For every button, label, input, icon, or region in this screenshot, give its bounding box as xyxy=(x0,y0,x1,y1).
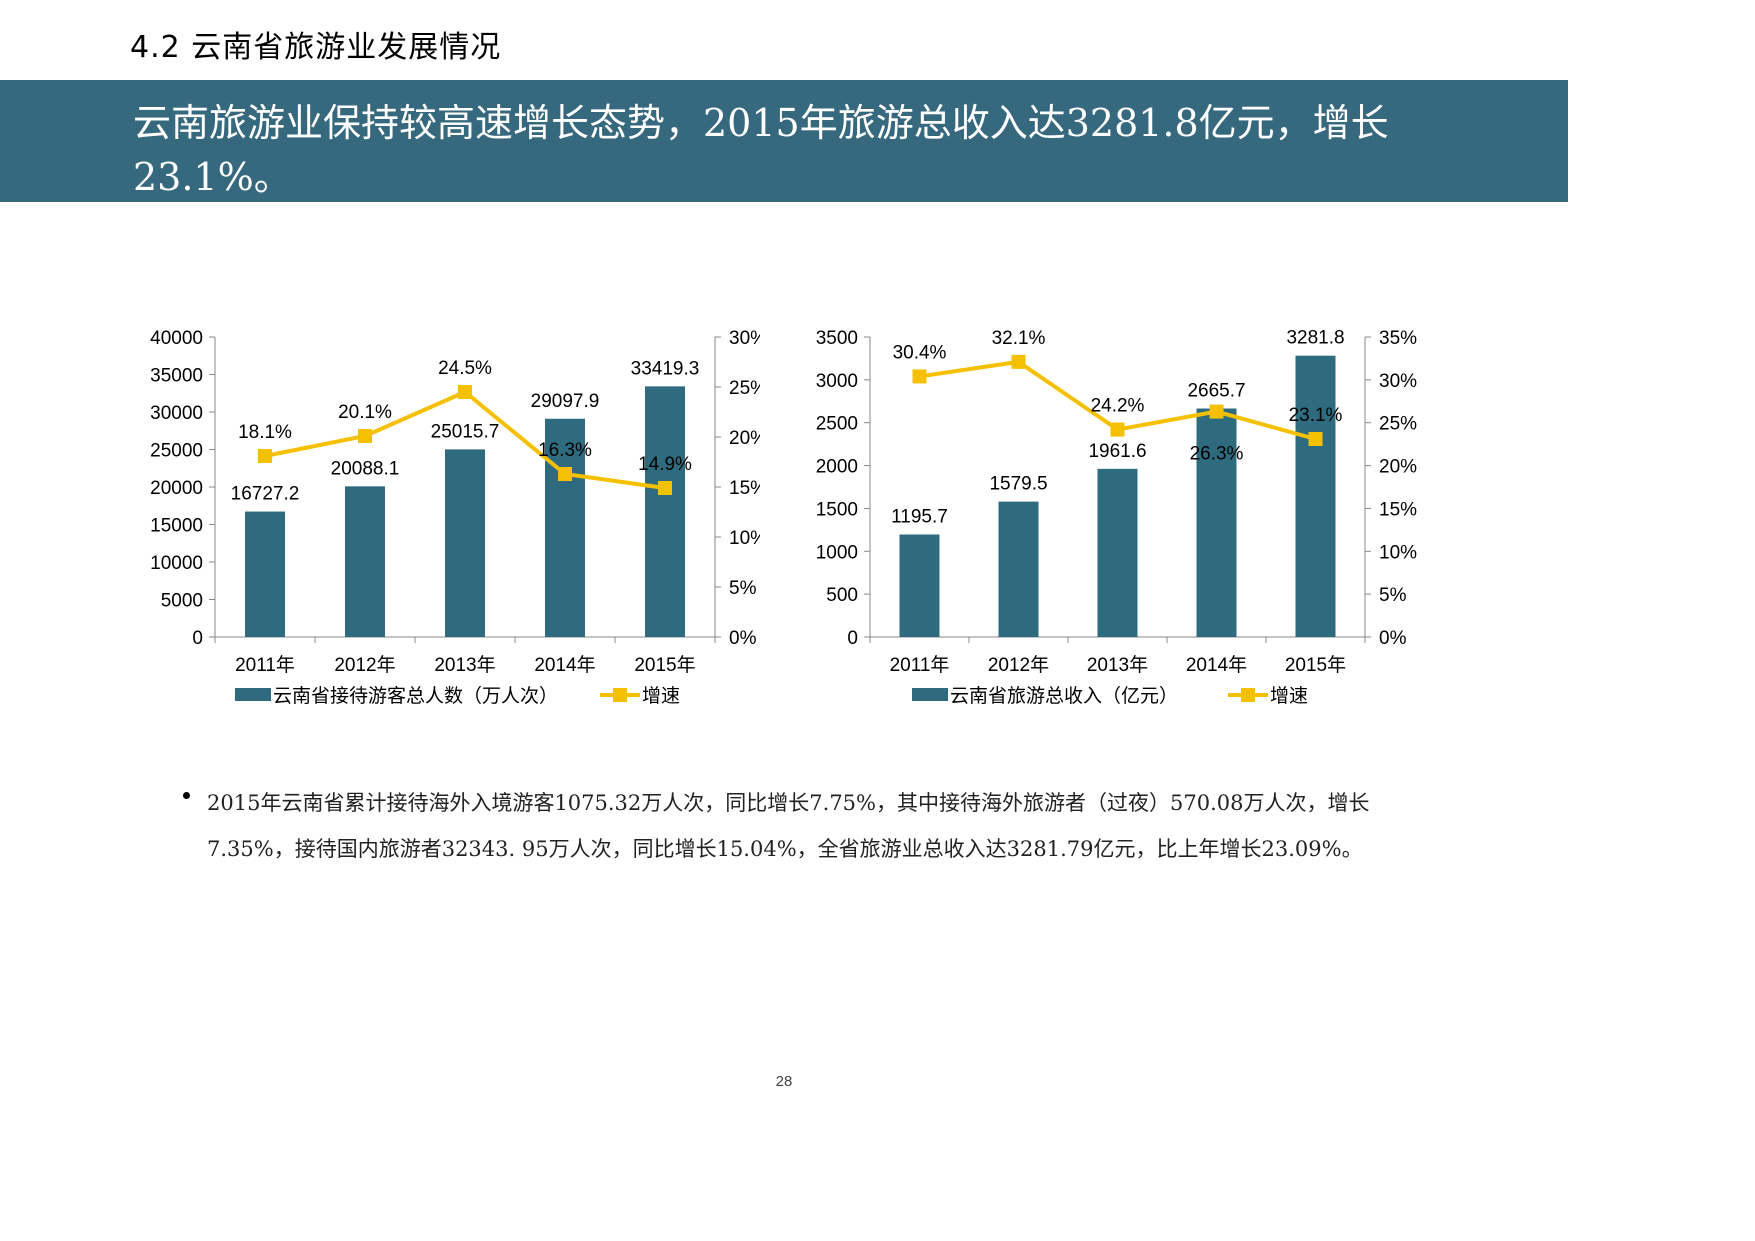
y-tick-label: 500 xyxy=(826,585,858,606)
summary-paragraph: 2015年云南省累计接待海外入境游客1075.32万人次，同比增长7.75%，其… xyxy=(207,791,1370,861)
bar xyxy=(1295,355,1336,637)
line-data-label: 30.4% xyxy=(893,342,947,363)
y2-tick-label: 0% xyxy=(729,628,757,649)
legend-bar-swatch xyxy=(235,688,271,701)
y-tick-label: 2000 xyxy=(816,457,858,478)
bar-data-label: 1961.6 xyxy=(1088,441,1146,462)
y-tick-label: 0 xyxy=(192,628,203,649)
bar-data-label: 1195.7 xyxy=(891,507,948,528)
tourism-revenue-chart: 0 500 1000 1500 2000 2500 3000 3500 0% 5% 10% 15% 20… xyxy=(816,328,1417,707)
y-tick-label: 0 xyxy=(847,628,858,649)
y2-tick-label: 35% xyxy=(1379,328,1417,349)
bar xyxy=(899,534,940,637)
headline-banner xyxy=(0,80,1568,202)
legend-line-marker xyxy=(1241,688,1255,702)
line-data-label: 16.3% xyxy=(538,440,592,461)
line-data-label: 32.1% xyxy=(992,328,1046,349)
growth-rate-point xyxy=(1308,432,1323,446)
y2-tick-label: 25% xyxy=(729,378,760,399)
x-tick-label: 2015年 xyxy=(1285,654,1346,676)
y-tick-label: 1500 xyxy=(816,499,858,520)
growth-rate-point xyxy=(912,369,927,384)
bar-data-label: 16727.2 xyxy=(231,484,300,505)
y2-tick-label: 15% xyxy=(1379,499,1417,520)
y2-tick-label: 5% xyxy=(729,578,757,599)
line-data-label: 20.1% xyxy=(338,402,392,423)
line-data-label: 23.1% xyxy=(1289,405,1343,426)
line-data-label: 26.3% xyxy=(1190,444,1244,465)
x-tick-label: 2015年 xyxy=(634,654,695,676)
bar xyxy=(1196,408,1237,637)
bar xyxy=(998,501,1039,637)
legend-bar-label: 云南省接待游客总人数（万人次） xyxy=(273,685,558,707)
bar-data-label: 20088.1 xyxy=(331,458,400,479)
growth-rate-point xyxy=(458,385,472,399)
x-tick-label: 2013年 xyxy=(1087,654,1148,676)
growth-rate-point xyxy=(658,481,672,495)
y-tick-label: 35000 xyxy=(150,366,203,387)
line-data-label: 24.2% xyxy=(1091,396,1145,417)
page-number: 28 xyxy=(775,1073,793,1090)
y2-tick-label: 20% xyxy=(729,428,760,449)
bar xyxy=(445,449,485,637)
x-tick-label: 2011年 xyxy=(235,654,295,676)
y-tick-label: 2500 xyxy=(816,414,858,435)
bar xyxy=(645,386,685,637)
y-tick-label: 3000 xyxy=(816,371,858,392)
legend-bar-swatch xyxy=(912,688,948,701)
y-tick-label: 30000 xyxy=(150,403,203,424)
bar-data-label: 25015.7 xyxy=(431,421,500,442)
x-tick-label: 2014年 xyxy=(1186,654,1247,676)
y-tick-label: 20000 xyxy=(150,478,203,499)
section-title: 4.2 云南省旅游业发展情况 xyxy=(130,30,502,65)
y-tick-label: 15000 xyxy=(150,516,203,537)
x-tick-label: 2012年 xyxy=(334,654,395,676)
y-tick-label: 3500 xyxy=(816,328,858,349)
legend-line-marker xyxy=(613,688,627,702)
y2-tick-label: 5% xyxy=(1379,585,1407,606)
y2-tick-label: 20% xyxy=(1379,457,1417,478)
bar xyxy=(245,511,285,637)
bar-data-label: 3281.8 xyxy=(1286,328,1344,349)
growth-rate-point xyxy=(258,449,272,463)
bar-data-label: 1579.5 xyxy=(989,474,1047,495)
legend-bar-label: 云南省旅游总收入（亿元） xyxy=(950,685,1178,707)
bar xyxy=(545,418,585,637)
x-tick-label: 2011年 xyxy=(890,654,950,676)
legend-line-label: 增速 xyxy=(1270,685,1308,707)
bullet-point xyxy=(183,792,190,799)
y-tick-label: 25000 xyxy=(150,441,203,462)
bar xyxy=(1097,468,1138,637)
headline-text: 云南旅游业保持较高速增长态势，2015年旅游总收入达3281.8亿元，增长23.… xyxy=(133,101,1389,199)
y2-tick-label: 10% xyxy=(729,528,760,549)
y2-tick-label: 30% xyxy=(1379,371,1417,392)
y-tick-label: 10000 xyxy=(150,553,203,574)
y2-tick-label: 0% xyxy=(1379,628,1407,649)
x-tick-label: 2012年 xyxy=(988,654,1049,676)
x-tick-label: 2013年 xyxy=(434,654,495,676)
line-data-label: 14.9% xyxy=(638,454,692,475)
y2-tick-label: 10% xyxy=(1379,542,1417,563)
y2-tick-label: 30% xyxy=(729,328,760,349)
legend-line-label: 增速 xyxy=(642,685,680,707)
y2-tick-label: 25% xyxy=(1379,414,1417,435)
y-tick-label: 5000 xyxy=(161,591,203,612)
y-tick-label: 40000 xyxy=(150,328,203,349)
bar-data-label: 29097.9 xyxy=(531,391,600,412)
growth-rate-point xyxy=(1011,354,1026,369)
growth-rate-point xyxy=(1209,404,1224,419)
y-tick-label: 1000 xyxy=(816,542,858,563)
growth-rate-point xyxy=(358,429,372,443)
growth-rate-point xyxy=(1110,422,1125,437)
bar-data-label: 2665.7 xyxy=(1187,381,1245,402)
x-tick-label: 2014年 xyxy=(534,654,595,676)
growth-rate-point xyxy=(558,467,572,481)
line-data-label: 24.5% xyxy=(438,358,492,379)
bar-data-label: 33419.3 xyxy=(631,358,700,379)
line-data-label: 18.1% xyxy=(238,422,292,443)
bar xyxy=(345,486,385,637)
tourist-arrivals-chart: 0 5000 10000 15000 20000 25000 30000 35000 40000… xyxy=(150,328,760,707)
y2-tick-label: 15% xyxy=(729,478,760,499)
